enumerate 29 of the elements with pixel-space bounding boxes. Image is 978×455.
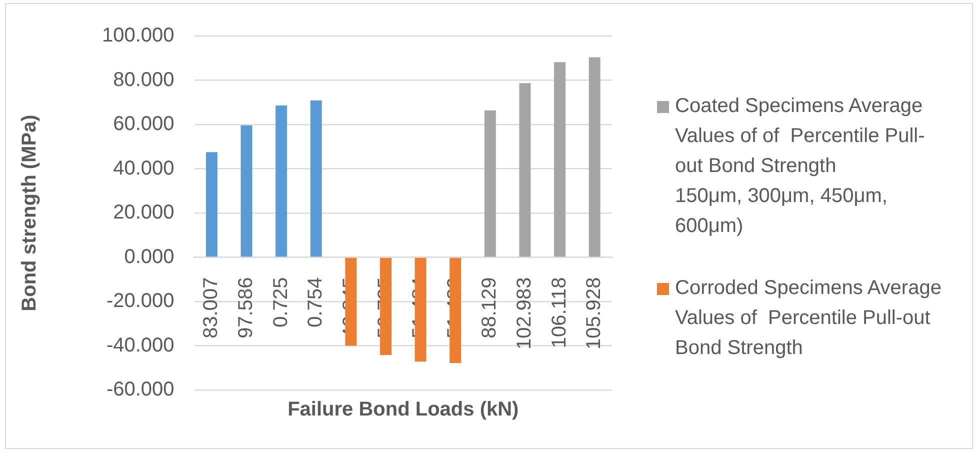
y-tick-label: 0.000 [124, 246, 174, 268]
bar [206, 152, 218, 257]
legend-label: Corroded Specimens Average Values of Percentile Pull-out Bond Strength [675, 276, 942, 361]
x-axis-title: Failure Bond Loads (kN) [288, 398, 519, 421]
x-tick-label: 83.007 [200, 277, 222, 338]
bar [588, 57, 600, 257]
bar [276, 105, 288, 257]
y-tick-label: 40.000 [113, 157, 174, 180]
x-tick-label: 0.754 [304, 277, 327, 328]
y-tick-label: -20.000 [106, 290, 174, 312]
y-tick-label: 20.000 [113, 202, 174, 224]
bar [240, 125, 252, 257]
y-tick-label: 100.000 [102, 24, 174, 47]
y-tick-label: -60.000 [106, 378, 174, 401]
x-tick-label: 0.725 [270, 277, 292, 328]
bar [484, 110, 496, 257]
x-tick-label: 106.118 [548, 277, 570, 348]
legend-label: Coated Specimens Average Values of of Percentile Pull-out Bond Strength 150μm, 300μm, 450μm, 600μm) [675, 94, 926, 239]
bar [554, 62, 566, 257]
x-tick-label: 97.586 [235, 277, 258, 338]
y-tick-label: -40.000 [106, 334, 174, 356]
y-tick-label: 80.000 [113, 68, 174, 91]
bar [519, 83, 531, 257]
y-axis-title: Bond strength (MPa) [18, 114, 41, 312]
y-tick-label: 60.000 [113, 113, 174, 136]
bar [310, 100, 322, 257]
x-tick-label: 105.928 [583, 277, 606, 350]
x-tick-label: 102.983 [513, 277, 536, 350]
x-tick-label: 88.129 [478, 277, 501, 338]
